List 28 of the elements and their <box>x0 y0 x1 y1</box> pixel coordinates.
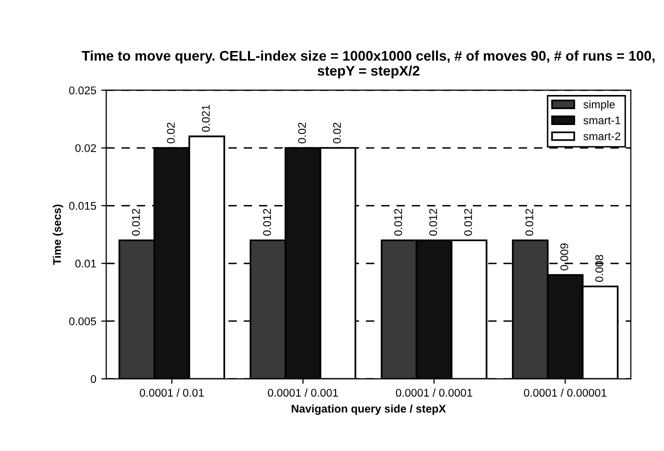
x-tick-label: 0.0001 / 0.01 <box>140 388 204 397</box>
data-label: 0.012 <box>132 208 140 236</box>
legend-label: smart-1 <box>583 116 620 124</box>
x-tick-label: 0.0001 / 0.00001 <box>524 388 606 397</box>
data-label: 0.012 <box>263 208 271 236</box>
data-label: 0.02 <box>333 122 341 144</box>
y-tick-label: 0.005 <box>69 317 96 326</box>
y-axis-title: Time (secs) <box>52 204 64 265</box>
x-tick-label: 0.0001 / 0.001 <box>268 388 338 397</box>
x-axis-title: Navigation query side / stepX <box>292 404 446 415</box>
y-tick-label: 0.01 <box>75 260 96 268</box>
data-label: 0.012 <box>429 208 438 236</box>
legend-label: smart-2 <box>583 132 620 140</box>
chart-title: Time to move query. CELL-index size = 1000x1000 cells, # of moves 90, # of runs = 100, stepY = stepX/2 <box>82 50 655 78</box>
legend-label: simple <box>583 100 615 111</box>
data-label: 0.012 <box>394 208 402 236</box>
data-label: 0.02 <box>166 122 175 144</box>
y-tick-label: 0.02 <box>75 144 96 152</box>
data-label: 0.009 <box>560 243 568 270</box>
data-label: 0.021 <box>202 104 210 132</box>
y-tick-label: 0.015 <box>69 202 96 210</box>
data-label: 0.012 <box>464 208 472 236</box>
data-label: 0.02 <box>298 122 306 144</box>
data-label: 0.012 <box>525 208 534 236</box>
y-tick-label: 0.025 <box>69 86 96 94</box>
y-tick-label: 0 <box>90 375 96 383</box>
x-tick-label: 0.0001 / 0.0001 <box>396 388 472 397</box>
data-label: 0.008 <box>595 254 604 282</box>
